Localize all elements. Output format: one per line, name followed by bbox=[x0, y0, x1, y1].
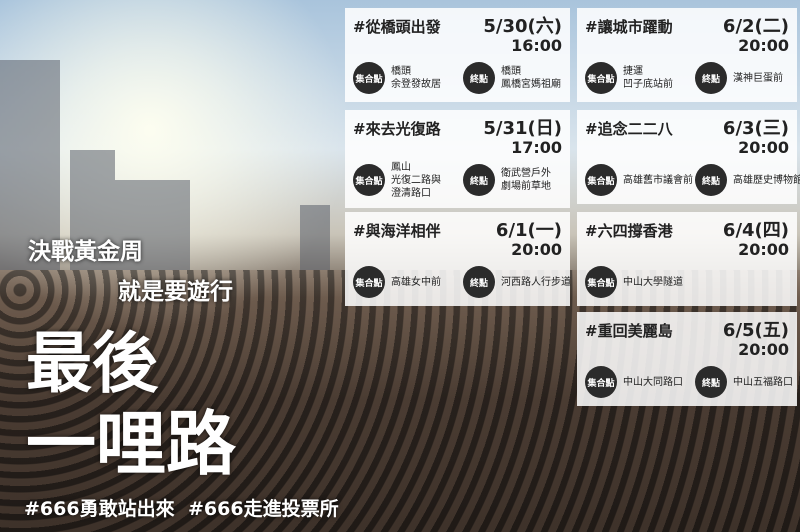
event-title: #來去光復路 bbox=[353, 120, 441, 138]
event-time: 17:00 bbox=[511, 138, 562, 157]
stop-badge: 集合點 bbox=[585, 266, 617, 298]
event-date: 6/4(四) bbox=[722, 220, 789, 241]
stop-line: 衛武營戶外 bbox=[501, 168, 551, 179]
stop-line: 中山大學隧道 bbox=[623, 276, 683, 288]
headline: 就是要遊行 bbox=[118, 279, 233, 305]
stop-line: 高雄舊市議會前 bbox=[623, 174, 693, 186]
building bbox=[300, 205, 330, 270]
event-title: #與海洋相伴 bbox=[353, 222, 441, 240]
calligraphy: 一哩路 bbox=[26, 402, 236, 485]
hashtag: #666走進投票所 bbox=[188, 498, 339, 520]
stop-place: 鳳山 光復二路與 澄清路口 bbox=[391, 161, 441, 200]
building bbox=[0, 60, 60, 270]
stop-place: 高雄女中前 bbox=[391, 276, 441, 289]
event-title: #六四撐香港 bbox=[585, 222, 673, 240]
stop-place: 高雄歷史博物館 bbox=[733, 174, 800, 187]
event-card: #來去光復路 5/31(日) 17:00 集合點 鳳山 光復二路與 澄清路口 終點 衛武營戶外劇… bbox=[345, 110, 570, 208]
stop-badge: 集合點 bbox=[585, 164, 617, 196]
stop-line: 捷運 bbox=[623, 66, 643, 77]
stop-badge: 終點 bbox=[463, 164, 495, 196]
event-time: 20:00 bbox=[511, 240, 562, 259]
event-date: 6/5(五) bbox=[722, 320, 789, 341]
stop-place: 中山大同路口 bbox=[623, 376, 683, 389]
building bbox=[115, 180, 190, 270]
stop-line: 中山大同路口 bbox=[623, 376, 683, 388]
event-card: #重回美麗島 6/5(五) 20:00 集合點 中山大同路口 終點 中山五福路口 bbox=[577, 312, 797, 406]
hashtag: #666勇敢站出來 bbox=[24, 498, 175, 520]
stop-line: 漢神巨蛋前 bbox=[733, 72, 783, 84]
stop-place: 衛武營戶外劇場前草地 bbox=[501, 167, 551, 193]
calligraphy: 最後 bbox=[26, 324, 158, 402]
stop-badge: 集合點 bbox=[353, 62, 385, 94]
event-card: #從橋頭出發 5/30(六) 16:00 集合點 橋頭 余登發故居 終點 橋頭 鳳橋宮媽祖廟 bbox=[345, 8, 570, 102]
stop-place: 中山五福路口 bbox=[733, 376, 793, 389]
event-time: 20:00 bbox=[738, 340, 789, 359]
stop-badge: 終點 bbox=[463, 266, 495, 298]
headline: 決戰黃金周 bbox=[28, 239, 143, 265]
stop-badge: 集合點 bbox=[585, 62, 617, 94]
event-date: 6/1(一) bbox=[495, 220, 562, 241]
event-date: 5/30(六) bbox=[483, 16, 562, 37]
event-time: 20:00 bbox=[738, 240, 789, 259]
stop-place: 捷運 凹子底站前 bbox=[623, 65, 673, 91]
stop-badge: 終點 bbox=[695, 164, 727, 196]
stop-line: 高雄女中前 bbox=[391, 276, 441, 288]
stop-line: 高雄歷史博物館 bbox=[733, 174, 800, 186]
stop-line: 凹子底站前 bbox=[623, 79, 673, 90]
stop-place: 橋頭 鳳橋宮媽祖廟 bbox=[501, 65, 561, 91]
event-date: 6/3(三) bbox=[722, 118, 789, 139]
stop-place: 河西路人行步道 bbox=[501, 276, 571, 289]
stop-line: 澄清路口 bbox=[391, 187, 431, 199]
building bbox=[70, 150, 115, 270]
event-title: #重回美麗島 bbox=[585, 322, 673, 340]
stop-badge: 集合點 bbox=[353, 266, 385, 298]
stop-place: 橋頭 余登發故居 bbox=[391, 65, 441, 91]
stop-line: 余登發故居 bbox=[391, 79, 441, 90]
event-title: #讓城市躍動 bbox=[585, 18, 673, 36]
stop-badge: 終點 bbox=[463, 62, 495, 94]
stop-line: 劇場前草地 bbox=[501, 181, 551, 192]
stop-line: 鳳橋宮媽祖廟 bbox=[501, 79, 561, 90]
event-title: #追念二二八 bbox=[585, 120, 673, 138]
stop-place: 中山大學隧道 bbox=[623, 276, 683, 289]
stop-line: 中山五福路口 bbox=[733, 376, 793, 388]
event-date: 5/31(日) bbox=[483, 118, 562, 139]
stop-badge: 集合點 bbox=[585, 366, 617, 398]
stop-line: 鳳山 bbox=[391, 161, 411, 173]
event-card: #追念二二八 6/3(三) 20:00 集合點 高雄舊市議會前 終點 高雄歷史博物館 bbox=[577, 110, 800, 204]
stop-line: 河西路人行步道 bbox=[501, 276, 571, 288]
stop-place: 高雄舊市議會前 bbox=[623, 174, 693, 187]
event-time: 20:00 bbox=[738, 138, 789, 157]
stop-badge: 終點 bbox=[695, 62, 727, 94]
stop-place: 漢神巨蛋前 bbox=[733, 72, 783, 85]
stop-line: 橋頭 bbox=[391, 66, 411, 77]
event-card: #讓城市躍動 6/2(二) 20:00 集合點 捷運 凹子底站前 終點 漢神巨蛋前 bbox=[577, 8, 797, 102]
event-date: 6/2(二) bbox=[722, 16, 789, 37]
stop-line: 橋頭 bbox=[501, 66, 521, 77]
stop-line: 光復二路與 bbox=[391, 174, 441, 186]
stop-badge: 集合點 bbox=[353, 164, 385, 196]
event-time: 20:00 bbox=[738, 36, 789, 55]
event-time: 16:00 bbox=[511, 36, 562, 55]
event-card: #六四撐香港 6/4(四) 20:00 集合點 中山大學隧道 bbox=[577, 212, 797, 306]
stop-badge: 終點 bbox=[695, 366, 727, 398]
event-card: #與海洋相伴 6/1(一) 20:00 集合點 高雄女中前 終點 河西路人行步道 bbox=[345, 212, 571, 306]
event-title: #從橋頭出發 bbox=[353, 18, 441, 36]
